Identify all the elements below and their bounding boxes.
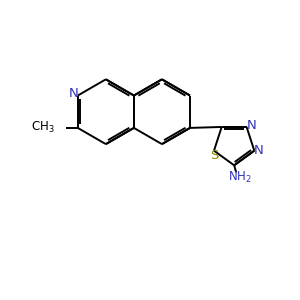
Text: CH$_3$: CH$_3$	[32, 120, 55, 136]
Text: S: S	[210, 148, 218, 162]
Text: N: N	[254, 144, 264, 157]
Text: N: N	[246, 119, 256, 132]
Text: N: N	[69, 87, 79, 100]
Text: NH$_2$: NH$_2$	[228, 170, 252, 185]
